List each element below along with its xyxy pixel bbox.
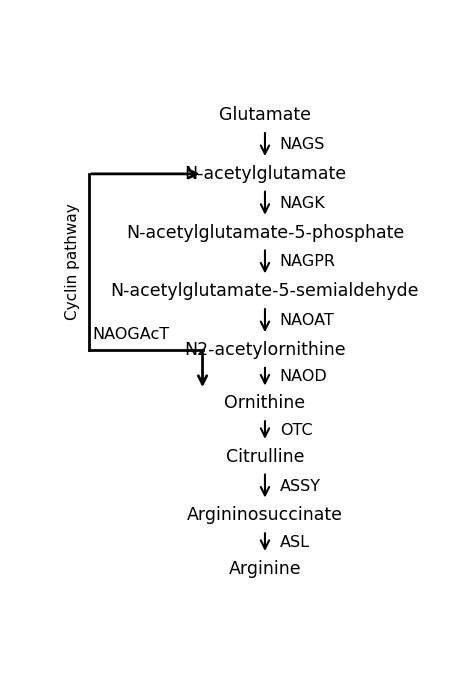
Text: Argininosuccinate: Argininosuccinate [187,507,343,525]
Text: NAGK: NAGK [280,195,326,211]
Text: Cyclin pathway: Cyclin pathway [64,204,80,320]
Text: NAOGAcT: NAOGAcT [92,327,169,342]
Text: N-acetylglutamate-5-semialdehyde: N-acetylglutamate-5-semialdehyde [111,282,419,300]
Text: OTC: OTC [280,423,312,437]
Text: Citrulline: Citrulline [226,448,304,466]
Text: NAGPR: NAGPR [280,254,336,270]
Text: ASL: ASL [280,534,310,550]
Text: NAOAT: NAOAT [280,313,335,328]
Text: NAGS: NAGS [280,137,325,152]
Text: NAOD: NAOD [280,369,328,384]
Text: N-acetylglutamate: N-acetylglutamate [184,165,346,183]
Text: N-acetylglutamate-5-phosphate: N-acetylglutamate-5-phosphate [126,224,404,242]
Text: ASSY: ASSY [280,479,320,493]
Text: Glutamate: Glutamate [219,106,311,124]
Text: Arginine: Arginine [228,560,301,578]
Text: Ornithine: Ornithine [224,394,306,412]
Text: N2-acetylornithine: N2-acetylornithine [184,341,346,359]
